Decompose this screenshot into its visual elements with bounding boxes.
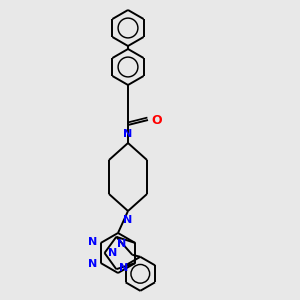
Text: N: N xyxy=(119,263,128,273)
Text: N: N xyxy=(107,248,117,258)
Text: O: O xyxy=(151,113,162,127)
Text: N: N xyxy=(88,259,98,269)
Text: N: N xyxy=(123,215,133,225)
Text: N: N xyxy=(123,129,133,139)
Text: N: N xyxy=(117,239,127,249)
Text: N: N xyxy=(88,237,98,247)
